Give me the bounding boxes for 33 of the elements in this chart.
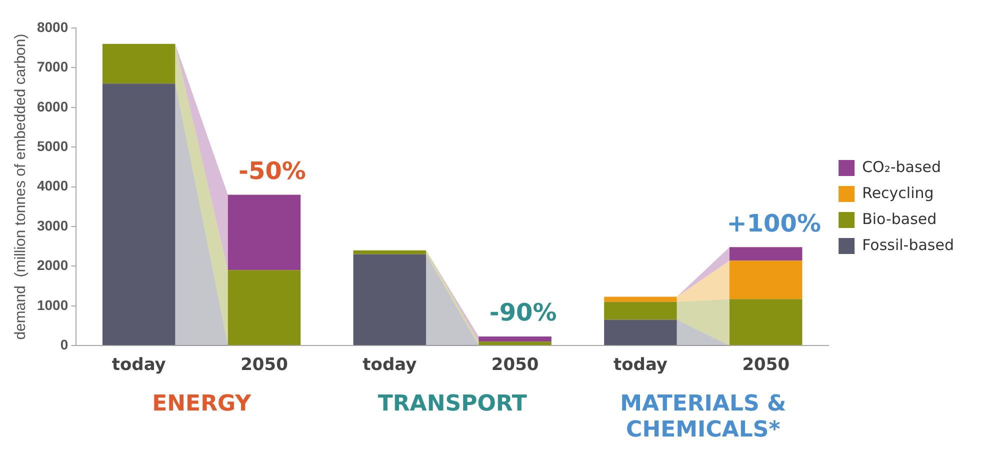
legend-label: Fossil-based [862, 236, 954, 254]
legend-label: Recycling [862, 184, 934, 202]
bar [478, 342, 552, 346]
text: ENERGY [152, 392, 252, 417]
bar [730, 247, 802, 261]
bar [102, 44, 176, 84]
text: TRANSPORT [378, 392, 527, 417]
annotation: +100% [726, 209, 822, 238]
bar [604, 296, 677, 302]
y-tick-label: 6000 [36, 98, 68, 114]
text: MATERIALS & CHEMICALS* [620, 392, 786, 443]
y-tick-label: 1000 [36, 296, 68, 313]
bar [478, 336, 552, 342]
x-tick-label: today [362, 355, 417, 376]
x-tick-label: 2050 [742, 355, 790, 376]
y-axis-title: demand (million tonnes of embedded carbon) [12, 34, 30, 340]
legend-label: Bio-based [862, 210, 937, 228]
y-tick-label: 4000 [36, 178, 68, 194]
x-tick-label: 2050 [491, 355, 539, 376]
y-tick-label: 7000 [36, 58, 68, 75]
x-tick-label: today [613, 355, 668, 376]
bar [353, 250, 426, 254]
y-tick-label: 5000 [36, 138, 68, 154]
annotation: -90% [489, 298, 557, 327]
y-tick-label: 8000 [36, 18, 68, 35]
y-tick-label: 3000 [36, 217, 68, 234]
bar [228, 270, 301, 346]
x-tick-label: 2050 [240, 355, 288, 376]
legend-label: CO₂-based [862, 158, 942, 176]
y-tick-label: 2000 [36, 257, 68, 274]
annotation: -50% [238, 156, 306, 185]
x-tick-label: today [112, 355, 166, 376]
y-tick-label: 0 [60, 336, 68, 352]
